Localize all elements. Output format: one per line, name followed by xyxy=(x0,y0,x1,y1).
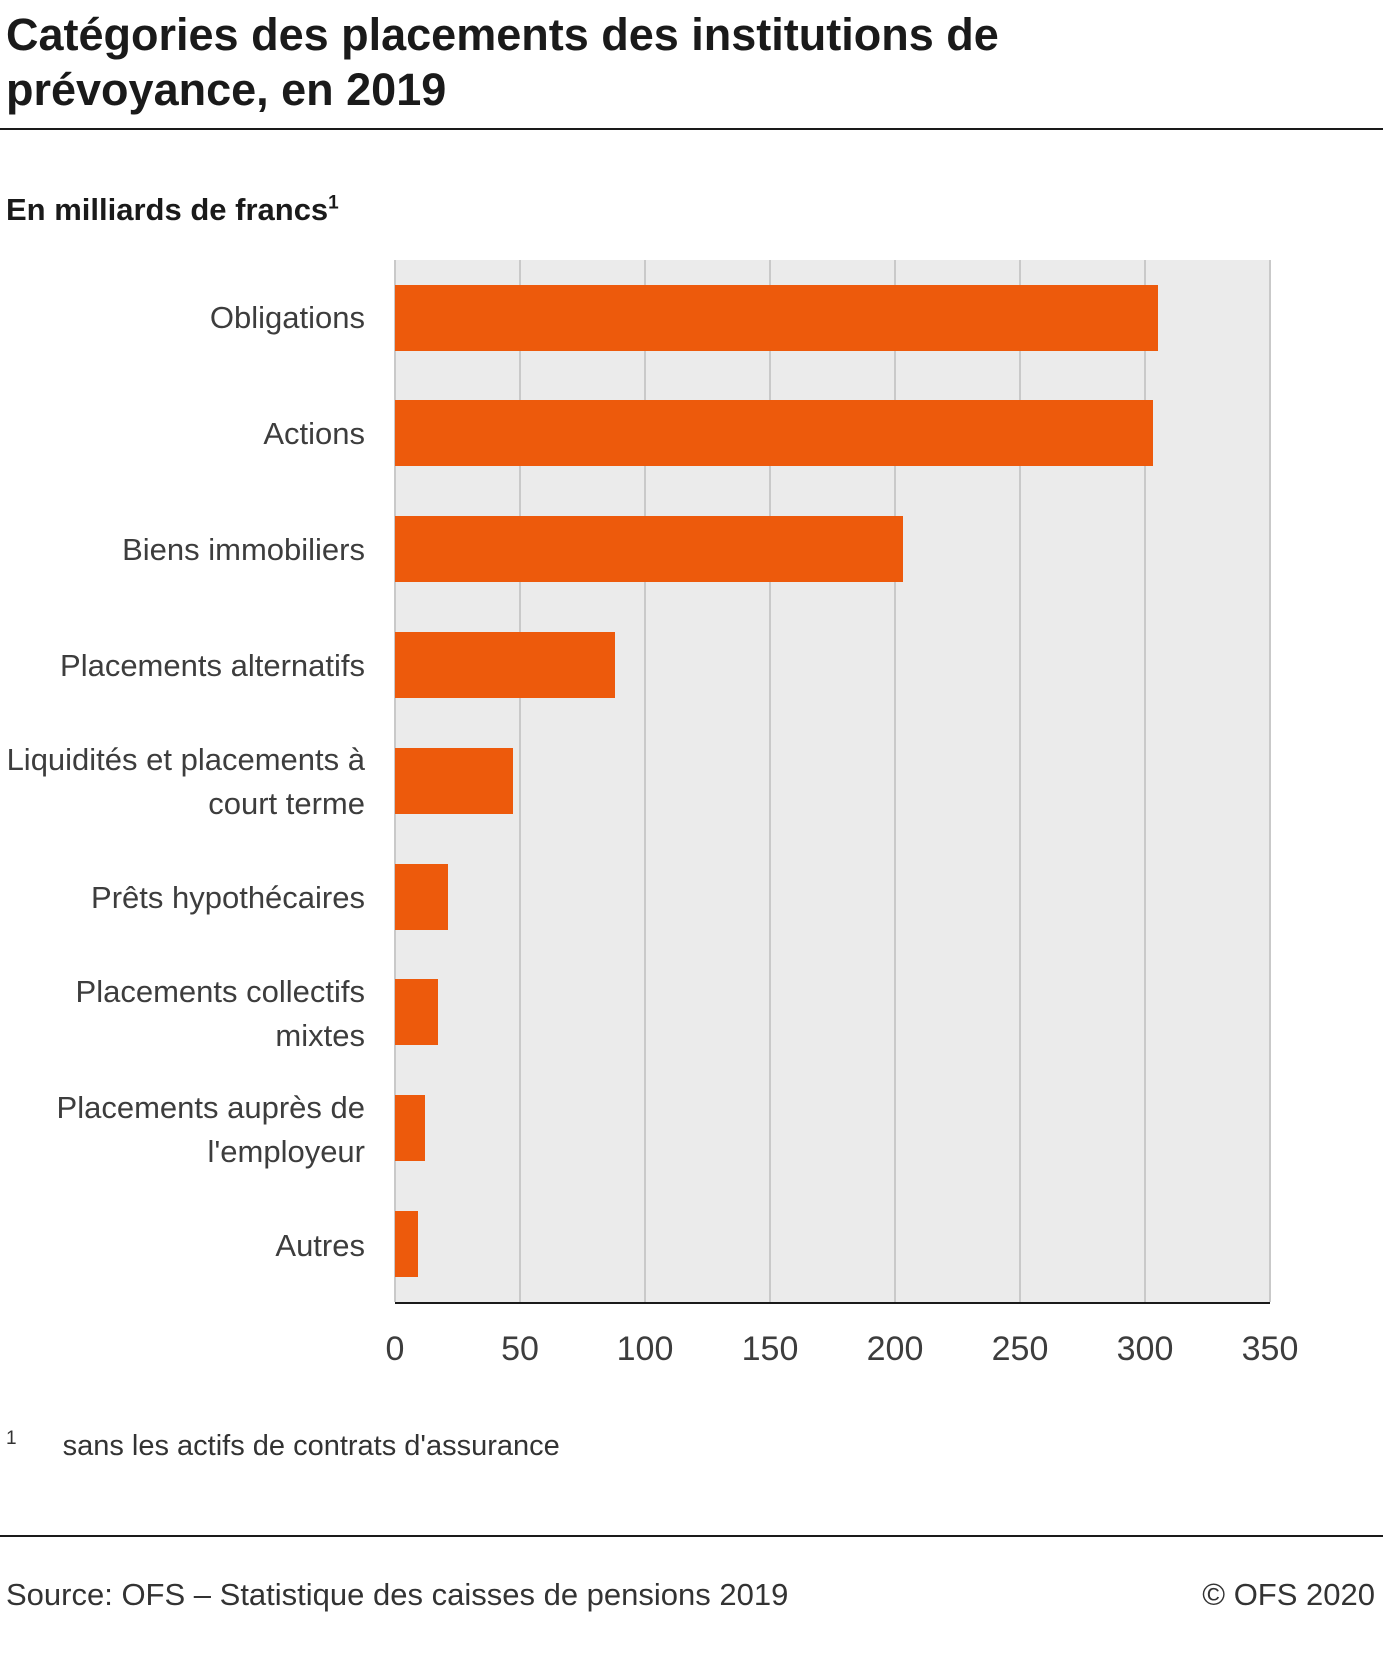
x-axis: 0 50 100 150 200 250 300 350 xyxy=(386,1304,1299,1382)
gridline xyxy=(644,259,646,1302)
gridline xyxy=(769,259,771,1302)
category-label: Placements auprès de l'employeur xyxy=(56,1090,365,1169)
x-tick-label: 0 xyxy=(385,1329,405,1368)
category-label: Obligations xyxy=(209,300,365,336)
bar-row xyxy=(395,1070,1270,1186)
bar-row xyxy=(395,723,1270,839)
x-tick-label: 300 xyxy=(1116,1329,1174,1368)
bar xyxy=(395,1095,425,1162)
footnote-marker: 1 xyxy=(6,1427,17,1449)
bar xyxy=(395,979,438,1046)
bar-chart: Obligations Actions Biens immobiliers Place… xyxy=(0,259,1383,1382)
bar xyxy=(395,632,615,699)
title-divider xyxy=(0,127,1383,130)
bar xyxy=(395,747,513,814)
bar xyxy=(395,400,1153,467)
plot-column: 0 50 100 150 200 250 300 350 xyxy=(386,259,1299,1382)
x-tick-label: 200 xyxy=(866,1329,924,1368)
unit-footnote-marker: 1 xyxy=(328,192,339,214)
gridline xyxy=(1144,259,1146,1302)
category-label: Autres xyxy=(275,1228,365,1264)
x-tick-label: 250 xyxy=(991,1329,1049,1368)
x-tick-label: 100 xyxy=(616,1329,674,1368)
category-label: Actions xyxy=(263,416,365,452)
bar-row xyxy=(395,607,1270,723)
bar-row xyxy=(395,260,1270,376)
bar-row xyxy=(395,1186,1270,1302)
category-labels: Obligations Actions Biens immobiliers Place… xyxy=(0,260,395,1304)
footer: Source: OFS – Statistique des caisses de… xyxy=(0,1577,1383,1613)
gridline xyxy=(894,259,896,1302)
bar xyxy=(395,863,448,930)
plot-area xyxy=(394,259,1271,1304)
gridline xyxy=(1269,259,1271,1302)
x-tick-label: 350 xyxy=(1241,1329,1299,1368)
category-label: Placements collectifs mixtes xyxy=(75,974,365,1053)
footnote: 1 sans les actifs de contrats d'assurance xyxy=(0,1427,1383,1463)
copyright-text: © OFS 2020 xyxy=(1202,1576,1375,1612)
category-label: Liquidités et placements à court terme xyxy=(6,742,365,821)
unit-label-text: En milliards de francs xyxy=(6,191,329,227)
footer-divider xyxy=(0,1534,1383,1537)
category-label: Prêts hypothécaires xyxy=(91,880,365,916)
gridline xyxy=(1019,259,1021,1302)
bar-row xyxy=(395,491,1270,607)
bar xyxy=(395,1210,418,1277)
x-tick-label: 50 xyxy=(501,1329,539,1368)
bar-row xyxy=(395,376,1270,492)
gridline xyxy=(519,259,521,1302)
footnote-text: sans les actifs de contrats d'assurance xyxy=(62,1429,560,1462)
unit-label: En milliards de francs1 xyxy=(0,192,1383,228)
bar-row xyxy=(395,954,1270,1070)
category-label: Placements alternatifs xyxy=(60,648,365,684)
bar xyxy=(395,284,1158,351)
category-label: Biens immobiliers xyxy=(122,532,365,568)
chart-body: Obligations Actions Biens immobiliers Place… xyxy=(0,259,1383,1382)
bar-row xyxy=(395,839,1270,955)
bar xyxy=(395,516,903,583)
source-text: Source: OFS – Statistique des caisses de… xyxy=(6,1576,789,1612)
page-title: Catégories des placements des institutio… xyxy=(6,9,999,115)
x-tick-label: 150 xyxy=(741,1329,799,1368)
